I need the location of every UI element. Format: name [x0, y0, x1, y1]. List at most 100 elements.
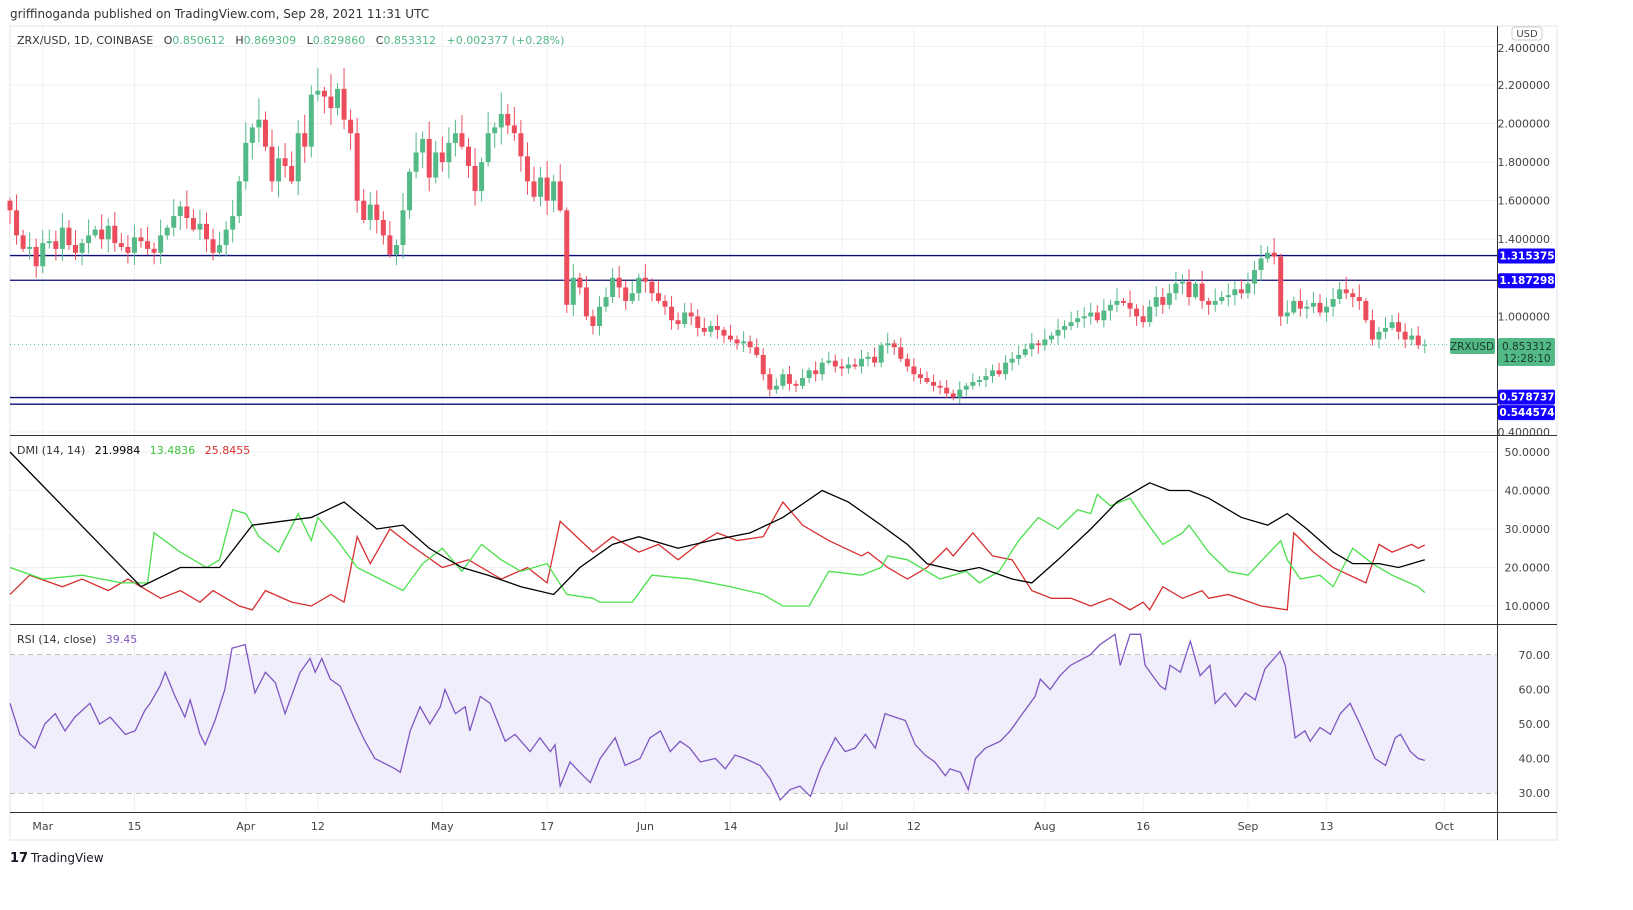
candle[interactable]: [66, 220, 72, 250]
candle[interactable]: [407, 168, 413, 219]
candle[interactable]: [1324, 297, 1330, 322]
candle[interactable]: [911, 358, 917, 382]
candle[interactable]: [662, 295, 668, 316]
candle[interactable]: [950, 389, 956, 401]
candle[interactable]: [1389, 314, 1395, 331]
candle[interactable]: [1055, 318, 1061, 345]
candle[interactable]: [53, 230, 59, 261]
candle[interactable]: [1193, 279, 1199, 300]
candle[interactable]: [1238, 278, 1244, 299]
candle[interactable]: [872, 347, 878, 368]
candle[interactable]: [210, 228, 216, 261]
candle[interactable]: [649, 278, 655, 302]
candle[interactable]: [721, 326, 727, 344]
tradingview-logo[interactable]: 17 TradingView: [10, 851, 104, 866]
candle[interactable]: [1415, 326, 1421, 350]
candle[interactable]: [190, 209, 196, 232]
candle[interactable]: [859, 349, 864, 374]
candle[interactable]: [505, 104, 511, 134]
candle[interactable]: [695, 309, 701, 337]
horizontal-levels[interactable]: 1.315375 1.187298 0.578737 0.544574: [10, 248, 1555, 421]
candle[interactable]: [714, 314, 720, 339]
candle[interactable]: [1179, 274, 1185, 295]
candle[interactable]: [983, 367, 989, 388]
candle[interactable]: [1016, 345, 1022, 366]
candle[interactable]: [151, 242, 157, 265]
candle[interactable]: [276, 146, 282, 198]
candle[interactable]: [845, 356, 851, 374]
candles[interactable]: [7, 67, 1428, 404]
candle[interactable]: [387, 221, 393, 258]
candle[interactable]: [1206, 297, 1212, 315]
candle[interactable]: [177, 200, 183, 231]
candle[interactable]: [295, 120, 301, 196]
candle[interactable]: [223, 221, 229, 257]
candle[interactable]: [786, 365, 792, 391]
candle[interactable]: [400, 193, 406, 259]
candle[interactable]: [800, 369, 806, 390]
candle[interactable]: [1029, 333, 1035, 357]
candle[interactable]: [1356, 284, 1362, 310]
candle[interactable]: [1035, 339, 1041, 354]
candle[interactable]: [86, 219, 92, 254]
candle[interactable]: [1147, 299, 1153, 327]
candle[interactable]: [1278, 253, 1284, 326]
candle[interactable]: [33, 238, 39, 278]
candle[interactable]: [1042, 328, 1048, 351]
candle[interactable]: [204, 212, 209, 252]
candle[interactable]: [931, 374, 937, 392]
candle[interactable]: [1284, 300, 1290, 325]
candle[interactable]: [597, 296, 602, 336]
candle[interactable]: [14, 194, 20, 245]
candle[interactable]: [976, 375, 982, 387]
candle[interactable]: [623, 280, 629, 310]
candle[interactable]: [217, 231, 223, 258]
candle[interactable]: [1166, 284, 1172, 309]
currency-badge[interactable]: USD: [1511, 26, 1543, 41]
candle[interactable]: [1107, 299, 1113, 321]
candle[interactable]: [99, 214, 105, 249]
candle[interactable]: [466, 138, 471, 178]
candle[interactable]: [996, 362, 1002, 377]
candle[interactable]: [472, 148, 478, 206]
candle[interactable]: [1265, 246, 1271, 263]
candle[interactable]: [806, 367, 812, 383]
candle[interactable]: [1127, 290, 1133, 318]
candle[interactable]: [865, 351, 871, 367]
candle[interactable]: [164, 224, 170, 240]
candle[interactable]: [728, 324, 733, 343]
candle[interactable]: [1337, 282, 1343, 305]
candle[interactable]: [1140, 305, 1146, 328]
candle[interactable]: [1199, 270, 1205, 309]
candle[interactable]: [754, 338, 760, 358]
candle[interactable]: [184, 190, 190, 229]
candle[interactable]: [282, 142, 288, 178]
candle[interactable]: [498, 92, 504, 145]
candle[interactable]: [1258, 244, 1264, 281]
candle[interactable]: [1068, 311, 1074, 331]
candle[interactable]: [1369, 309, 1375, 346]
candle[interactable]: [73, 230, 78, 261]
candle[interactable]: [341, 67, 347, 130]
candle[interactable]: [760, 348, 766, 381]
candle[interactable]: [544, 161, 550, 215]
candle[interactable]: [1252, 261, 1257, 295]
candle[interactable]: [583, 276, 589, 321]
candle[interactable]: [832, 354, 838, 373]
candle[interactable]: [328, 74, 334, 125]
rsi-line[interactable]: [9, 633, 1425, 802]
candle[interactable]: [852, 358, 858, 370]
candle[interactable]: [1363, 298, 1369, 324]
candle[interactable]: [236, 175, 242, 224]
candle[interactable]: [1160, 287, 1166, 315]
candle[interactable]: [1232, 280, 1238, 306]
candle[interactable]: [1396, 312, 1402, 340]
candle[interactable]: [262, 111, 268, 151]
candle[interactable]: [885, 332, 891, 354]
candle[interactable]: [701, 317, 707, 336]
candle[interactable]: [1297, 289, 1303, 317]
candle[interactable]: [302, 114, 308, 163]
candle[interactable]: [249, 123, 255, 160]
candle[interactable]: [92, 225, 98, 238]
candle[interactable]: [125, 235, 131, 264]
